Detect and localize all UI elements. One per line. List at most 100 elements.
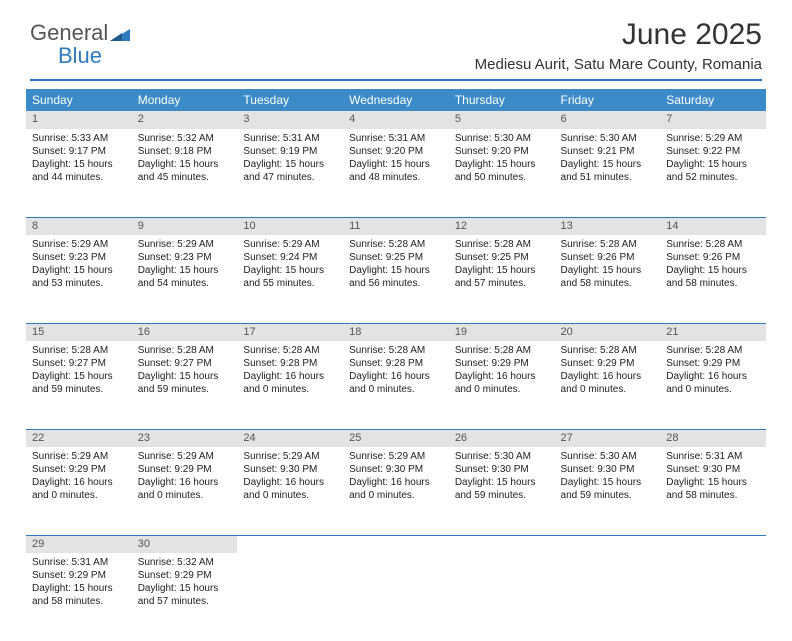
daylight-text: Daylight: 15 hours and 59 minutes. <box>138 370 232 396</box>
day-number-row: 1234567 <box>26 111 766 129</box>
day-content-cell: Sunrise: 5:29 AMSunset: 9:30 PMDaylight:… <box>237 447 343 535</box>
day-header: Sunday <box>26 89 132 111</box>
daylight-text: Daylight: 15 hours and 44 minutes. <box>32 158 126 184</box>
day-content-cell: Sunrise: 5:28 AMSunset: 9:29 PMDaylight:… <box>449 341 555 429</box>
daylight-text: Daylight: 16 hours and 0 minutes. <box>32 476 126 502</box>
daylight-text: Daylight: 15 hours and 58 minutes. <box>32 582 126 608</box>
day-content-cell: Sunrise: 5:28 AMSunset: 9:26 PMDaylight:… <box>660 235 766 323</box>
sunset-text: Sunset: 9:21 PM <box>561 145 655 158</box>
day-content-cell: Sunrise: 5:28 AMSunset: 9:29 PMDaylight:… <box>555 341 661 429</box>
day-content-cell: Sunrise: 5:31 AMSunset: 9:19 PMDaylight:… <box>237 129 343 217</box>
day-content-row: Sunrise: 5:29 AMSunset: 9:23 PMDaylight:… <box>26 235 766 323</box>
day-content-cell: Sunrise: 5:28 AMSunset: 9:27 PMDaylight:… <box>132 341 238 429</box>
daylight-text: Daylight: 15 hours and 54 minutes. <box>138 264 232 290</box>
day-number-cell: 16 <box>132 323 238 341</box>
day-number-cell: 23 <box>132 429 238 447</box>
day-number-cell: 3 <box>237 111 343 129</box>
sunset-text: Sunset: 9:26 PM <box>561 251 655 264</box>
day-content-cell: Sunrise: 5:28 AMSunset: 9:28 PMDaylight:… <box>237 341 343 429</box>
sunset-text: Sunset: 9:29 PM <box>455 357 549 370</box>
day-header: Monday <box>132 89 238 111</box>
daylight-text: Daylight: 15 hours and 50 minutes. <box>455 158 549 184</box>
day-content-cell <box>237 553 343 641</box>
day-number-cell: 5 <box>449 111 555 129</box>
sunrise-text: Sunrise: 5:30 AM <box>455 450 549 463</box>
sunrise-text: Sunrise: 5:29 AM <box>349 450 443 463</box>
sunrise-text: Sunrise: 5:28 AM <box>561 238 655 251</box>
sunrise-text: Sunrise: 5:32 AM <box>138 556 232 569</box>
day-number-cell: 2 <box>132 111 238 129</box>
sunset-text: Sunset: 9:24 PM <box>243 251 337 264</box>
day-number-cell: 10 <box>237 217 343 235</box>
sunset-text: Sunset: 9:18 PM <box>138 145 232 158</box>
sunset-text: Sunset: 9:29 PM <box>32 569 126 582</box>
day-content-cell: Sunrise: 5:29 AMSunset: 9:29 PMDaylight:… <box>132 447 238 535</box>
daylight-text: Daylight: 16 hours and 0 minutes. <box>138 476 232 502</box>
day-header-row: Sunday Monday Tuesday Wednesday Thursday… <box>26 89 766 111</box>
daylight-text: Daylight: 15 hours and 58 minutes. <box>561 264 655 290</box>
sunset-text: Sunset: 9:20 PM <box>455 145 549 158</box>
sunrise-text: Sunrise: 5:29 AM <box>138 238 232 251</box>
day-content-row: Sunrise: 5:28 AM Sunset: 9:27 PM Daylight:… <box>26 341 766 429</box>
sunrise-text: Sunrise: 5:29 AM <box>243 238 337 251</box>
sunset-text: Sunset: 9:25 PM <box>349 251 443 264</box>
daylight-text: Daylight: 15 hours and 45 minutes. <box>138 158 232 184</box>
day-number-cell: 12 <box>449 217 555 235</box>
daylight-text: Daylight: 15 hours and 48 minutes. <box>349 158 443 184</box>
day-content-cell: Sunrise: 5:28 AMSunset: 9:28 PMDaylight:… <box>343 341 449 429</box>
daylight-text: Daylight: 16 hours and 0 minutes. <box>349 370 443 396</box>
sunset-text: Sunset: 9:30 PM <box>349 463 443 476</box>
day-number-cell: 15 <box>26 323 132 341</box>
sunset-text: Sunset: 9:28 PM <box>349 357 443 370</box>
sunset-text: Sunset: 9:26 PM <box>666 251 760 264</box>
day-header: Tuesday <box>237 89 343 111</box>
sunset-text: Sunset: 9:29 PM <box>138 569 232 582</box>
daylight-text: Daylight: 15 hours and 59 minutes. <box>455 476 549 502</box>
daylight-text: Daylight: 16 hours and 0 minutes. <box>243 476 337 502</box>
day-number-cell: 6 <box>555 111 661 129</box>
day-content-row: Sunrise: 5:33 AMSunset: 9:17 PMDaylight:… <box>26 129 766 217</box>
day-content-cell: Sunrise: 5:32 AMSunset: 9:18 PMDaylight:… <box>132 129 238 217</box>
sunrise-text: Sunrise: 5:29 AM <box>138 450 232 463</box>
day-number-cell: 13 <box>555 217 661 235</box>
sunset-text: Sunset: 9:20 PM <box>349 145 443 158</box>
day-number-cell: 1 <box>26 111 132 129</box>
day-content-row: Sunrise: 5:29 AMSunset: 9:29 PMDaylight:… <box>26 447 766 535</box>
day-content-row: Sunrise: 5:31 AMSunset: 9:29 PMDaylight:… <box>26 553 766 641</box>
day-header: Friday <box>555 89 661 111</box>
day-content-cell: Sunrise: 5:28 AMSunset: 9:26 PMDaylight:… <box>555 235 661 323</box>
day-number-cell: 9 <box>132 217 238 235</box>
day-number-cell: 18 <box>343 323 449 341</box>
day-content-cell: Sunrise: 5:29 AMSunset: 9:24 PMDaylight:… <box>237 235 343 323</box>
day-number-cell <box>660 535 766 553</box>
sunrise-text: Sunrise: 5:28 AM <box>349 344 443 357</box>
day-number-cell: 30 <box>132 535 238 553</box>
sunrise-text: Sunrise: 5:29 AM <box>666 132 760 145</box>
sunset-text: Sunset: 9:17 PM <box>32 145 126 158</box>
day-number-cell: 11 <box>343 217 449 235</box>
sunrise-text: Sunrise: 5:30 AM <box>561 450 655 463</box>
daylight-text: Daylight: 16 hours and 0 minutes. <box>349 476 443 502</box>
sunrise-text: Sunrise: 5:30 AM <box>455 132 549 145</box>
day-header: Thursday <box>449 89 555 111</box>
day-number-row: 15161718192021 <box>26 323 766 341</box>
day-content-cell: Sunrise: 5:30 AMSunset: 9:20 PMDaylight:… <box>449 129 555 217</box>
sunset-text: Sunset: 9:29 PM <box>666 357 760 370</box>
day-content-cell: Sunrise: 5:30 AMSunset: 9:30 PMDaylight:… <box>449 447 555 535</box>
day-content-cell: Sunrise: 5:31 AMSunset: 9:20 PMDaylight:… <box>343 129 449 217</box>
day-content-cell: Sunrise: 5:28 AMSunset: 9:25 PMDaylight:… <box>449 235 555 323</box>
logo-text-general: General <box>30 20 108 45</box>
day-number-row: 2930 <box>26 535 766 553</box>
day-number-cell: 7 <box>660 111 766 129</box>
day-content-cell: Sunrise: 5:28 AMSunset: 9:27 PMDaylight:… <box>26 341 132 429</box>
title-block: June 2025 Mediesu Aurit, Satu Mare Count… <box>30 18 762 81</box>
sunset-text: Sunset: 9:27 PM <box>32 357 126 370</box>
sunrise-text: Sunrise: 5:33 AM <box>32 132 126 145</box>
sunrise-text: Sunrise: 5:32 AM <box>138 132 232 145</box>
sunset-text: Sunset: 9:30 PM <box>455 463 549 476</box>
day-number-cell: 14 <box>660 217 766 235</box>
day-content-cell: Sunrise: 5:33 AMSunset: 9:17 PMDaylight:… <box>26 129 132 217</box>
day-number-cell <box>237 535 343 553</box>
daylight-text: Daylight: 16 hours and 0 minutes. <box>243 370 337 396</box>
day-content-cell: Sunrise: 5:28 AMSunset: 9:29 PMDaylight:… <box>660 341 766 429</box>
